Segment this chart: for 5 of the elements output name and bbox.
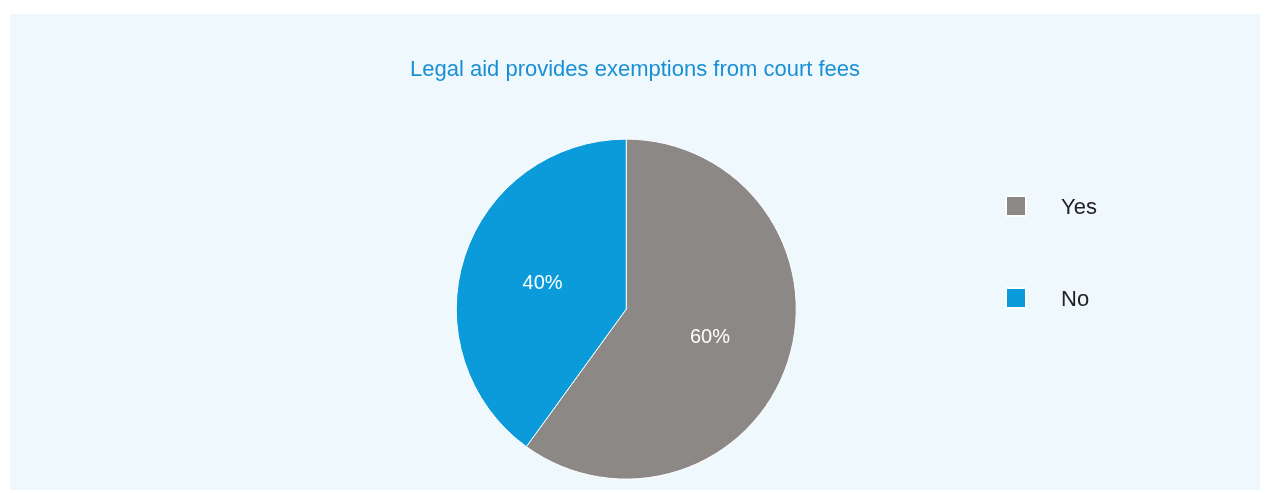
data-label: 60% bbox=[689, 325, 731, 348]
legend-label: Yes bbox=[1061, 193, 1097, 219]
legend-label: No bbox=[1061, 285, 1090, 311]
chart-title: Legal aid provides exemptions from court fees bbox=[409, 55, 861, 81]
data-label: 40% bbox=[522, 270, 563, 293]
